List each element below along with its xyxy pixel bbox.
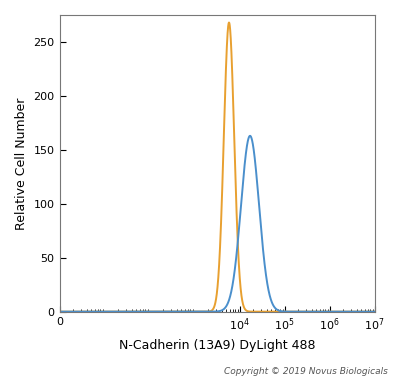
Y-axis label: Relative Cell Number: Relative Cell Number [15,97,28,229]
X-axis label: N-Cadherin (13A9) DyLight 488: N-Cadherin (13A9) DyLight 488 [119,339,315,352]
Text: Copyright © 2019 Novus Biologicals: Copyright © 2019 Novus Biologicals [224,367,388,376]
